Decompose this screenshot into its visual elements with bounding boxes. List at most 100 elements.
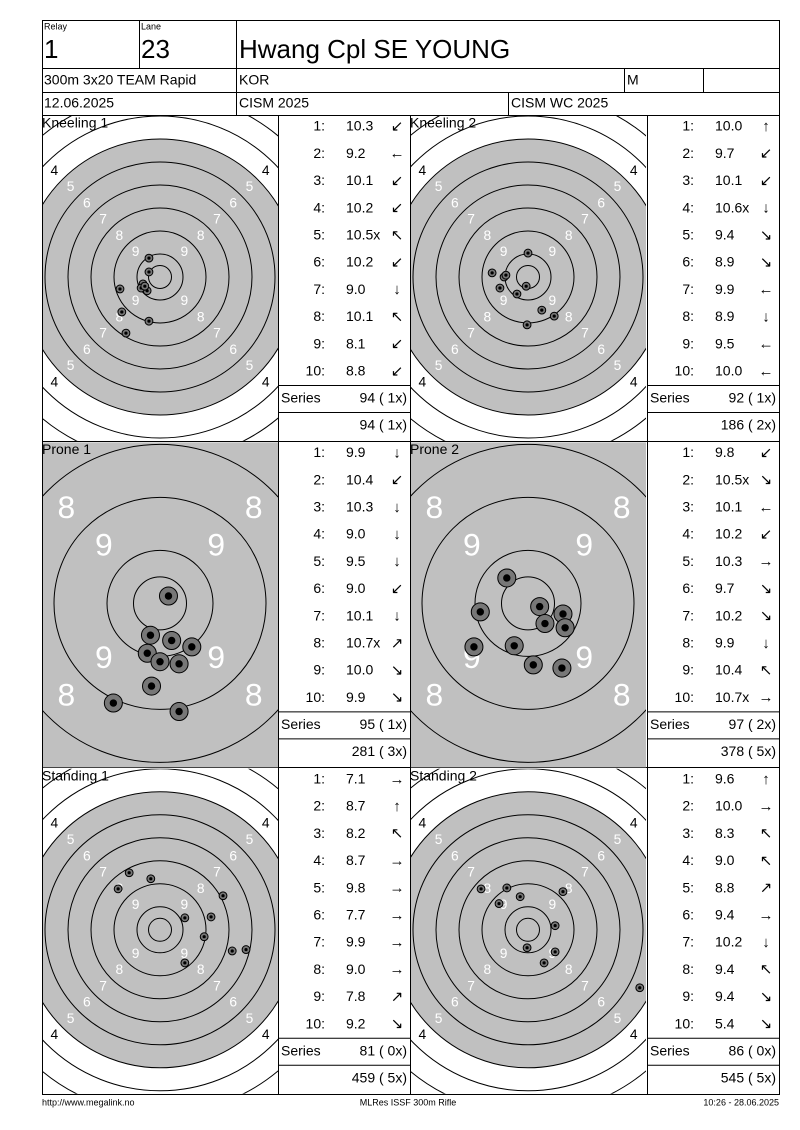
shot-number: 4: — [313, 852, 325, 868]
ring-label: 5 — [614, 358, 622, 373]
ring-label: 9 — [95, 527, 113, 563]
ring-label: 7 — [467, 326, 475, 341]
ring-label: 7 — [650, 452, 668, 488]
shot-direction: ↖ — [760, 961, 773, 978]
shot-value: 9.0 — [346, 281, 366, 297]
shot-center — [116, 887, 120, 891]
shot-direction: → — [390, 852, 405, 869]
x-ring — [148, 917, 172, 942]
ring-label: 6 — [229, 342, 237, 357]
shot-direction: ← — [759, 499, 774, 516]
ring-label: 9 — [132, 293, 140, 308]
ring-label: 9 — [132, 897, 140, 912]
shot-center — [558, 664, 566, 672]
shot-direction: ↓ — [393, 444, 401, 461]
ring-label: 4 — [262, 1027, 270, 1042]
ring — [136, 253, 184, 301]
shot-direction: ↖ — [760, 825, 773, 842]
ring-label: 8 — [565, 309, 573, 324]
shot-number: 7: — [682, 934, 694, 950]
shot-number: 5: — [682, 227, 694, 243]
shot-direction: ↘ — [391, 662, 404, 679]
shot-direction: ↘ — [760, 608, 773, 625]
shot-number: 6: — [313, 907, 325, 923]
shot-direction: → — [390, 880, 405, 897]
ring-label: 5 — [246, 358, 254, 373]
series-score: 81 ( 0x) — [360, 1043, 407, 1059]
shot-number: 10: — [306, 363, 325, 379]
shot-number: 3: — [682, 172, 694, 188]
total-score: 186 ( 2x) — [721, 417, 776, 433]
footer-software: MLRes ISSF 300m Rifle — [360, 1097, 457, 1107]
shot-direction: ↙ — [391, 580, 404, 597]
shot-value: 10.1 — [715, 499, 742, 515]
frame — [42, 20, 780, 1095]
shot-direction: ↗ — [760, 880, 773, 897]
shot-center — [470, 643, 478, 651]
shot-number: 5: — [682, 553, 694, 569]
shot-center — [147, 319, 151, 323]
shot-center — [230, 949, 234, 953]
shot-direction: ↓ — [393, 499, 401, 516]
ring-label: 6 — [229, 848, 237, 863]
ring-label: 4 — [630, 1027, 638, 1042]
competition: CISM 2025 — [239, 95, 309, 111]
shot-direction: ↙ — [391, 118, 404, 135]
total-score: 545 ( 5x) — [721, 1070, 776, 1086]
shot-center — [221, 894, 225, 898]
shot-number: 1: — [313, 771, 325, 787]
shot-direction: ↘ — [760, 1016, 773, 1033]
shot-center — [518, 895, 522, 899]
shot-number: 1: — [682, 444, 694, 460]
shot-number: 3: — [313, 825, 325, 841]
shot-value: 9.0 — [715, 852, 735, 868]
shot-direction: ← — [759, 363, 774, 380]
shot-number: 9: — [682, 662, 694, 678]
shot-direction: ↙ — [391, 200, 404, 217]
ring-label: 9 — [95, 639, 113, 675]
shot-direction: ↓ — [762, 635, 770, 652]
shot-number: 10: — [675, 363, 694, 379]
ring — [412, 161, 644, 393]
ring-label: 7 — [282, 452, 300, 488]
ring-label: 5 — [67, 832, 75, 847]
shot-number: 5: — [313, 553, 325, 569]
aiming-black — [411, 791, 646, 1068]
ring-label: 6 — [451, 195, 459, 210]
ring — [113, 883, 207, 977]
shot-center — [188, 643, 196, 651]
ring-label: 4 — [418, 1027, 426, 1042]
ring-label: 5 — [246, 179, 254, 194]
ring — [412, 814, 644, 1046]
shot-value: 10.1 — [346, 308, 373, 324]
shot-value: 9.6 — [715, 771, 735, 787]
ring-label: 8 — [613, 676, 631, 712]
ring — [411, 138, 646, 416]
shot-number: 1: — [682, 118, 694, 134]
ring-label: 8 — [483, 309, 491, 324]
ring — [90, 860, 230, 1000]
block-title: Prone 1 — [42, 441, 91, 457]
shot-value: 9.2 — [346, 1015, 366, 1031]
shot-direction: ↓ — [393, 608, 401, 625]
ring — [458, 860, 598, 1000]
ring — [421, 496, 635, 710]
shot-number: 5: — [313, 879, 325, 895]
block-title: Kneeling 2 — [410, 115, 476, 131]
ring — [458, 207, 598, 347]
ring — [435, 184, 621, 370]
shot-center — [525, 946, 529, 950]
shot-direction: ↖ — [391, 825, 404, 842]
ring-label: 9 — [575, 527, 593, 563]
ring-label: 4 — [50, 816, 58, 831]
x-ring — [148, 265, 172, 289]
ring-label: 7 — [20, 452, 38, 488]
x-ring — [133, 576, 187, 631]
ring-label: 7 — [581, 212, 589, 227]
ring — [43, 138, 278, 416]
ring-label: 8 — [483, 962, 491, 977]
shot-center — [524, 284, 528, 288]
shot-value: 10.1 — [346, 607, 373, 623]
shot-center — [147, 682, 156, 690]
shot-number: 2: — [313, 798, 325, 814]
